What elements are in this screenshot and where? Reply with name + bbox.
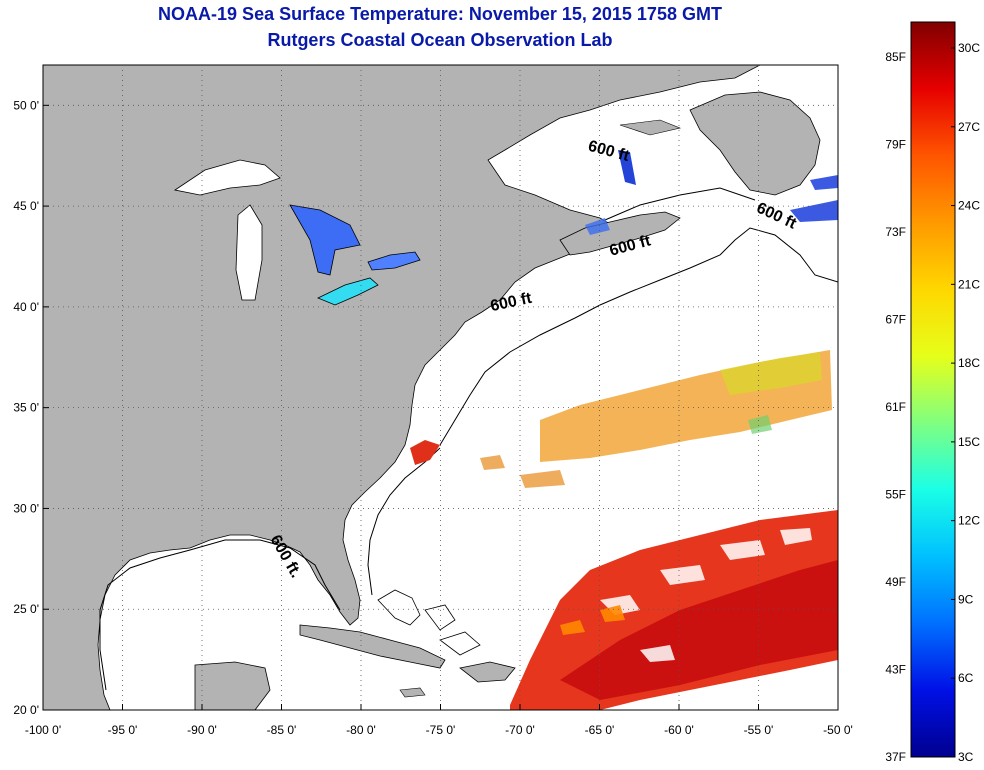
sst-cold-gulf [585,218,610,235]
land-gulf-island [619,119,681,136]
sst-mid-lower [480,455,565,488]
lon-tick-label: -65 0' [585,723,615,737]
lon-tick-label: -70 0' [505,723,535,737]
sst-gulf-stream [410,440,440,465]
map-subtitle: Rutgers Coastal Ocean Observation Lab [267,30,613,50]
sst-hot-core [560,560,838,700]
lon-tick-label: -80 0' [346,723,376,737]
sst-cloud-gaps [600,528,812,662]
colorbar-f-label: 37F [885,750,906,764]
bahamas-outline [377,589,481,656]
contour-600ft-gulf [99,539,341,691]
colorbar-c-label: 27C [958,120,980,134]
lat-tick-label: 45 0' [13,199,39,213]
lake-michigan [235,204,263,301]
lake-huron [289,204,361,276]
colorbar-f-label: 49F [885,575,906,589]
contour-600ft-east [439,227,838,446]
colorbar-f-label: 85F [885,50,906,64]
sst-mid-yellow [720,352,822,395]
colorbar-c-label: 24C [958,199,980,213]
lat-tick-label: 50 0' [13,98,39,112]
colorbar-f-label: 67F [885,313,906,327]
colorbar-c-label: 6C [958,671,974,685]
lake-erie [317,277,379,306]
land-yucatan [194,661,271,710]
lon-tick-label: -95 0' [108,723,138,737]
contour-600ft-gulf-inner [604,187,756,221]
land-newfoundland [689,91,821,196]
colorbar-labels: 85F 79F 73F 67F 61F 55F 49F 43F 37F 30C 27C 24C 21C 1… [885,41,980,764]
lon-tick-label: -85 0' [267,723,297,737]
colorbar-c-label: 3C [958,750,974,764]
lat-tick-label: 35 0' [13,401,39,415]
axis-ticks: -100 0' -95 0' -90 0' -85 0' -80 0' -75 0' -70… [13,98,852,737]
sst-cool-speck [748,415,772,434]
lon-tick-label: -100 0' [25,723,61,737]
land-hispaniola [459,661,516,683]
colorbar-c-label: 18C [958,356,980,370]
contour-600ft-southeast [367,447,441,596]
colorbar-f-label: 79F [885,138,906,152]
lake-ontario [367,251,421,271]
land-north-america [43,65,761,710]
colorbar-c-label: 21C [958,277,980,291]
lon-tick-label: -55 0' [744,723,774,737]
lon-tick-label: -90 0' [187,723,217,737]
colorbar-f-label: 61F [885,400,906,414]
lon-tick-label: -75 0' [426,723,456,737]
colorbar-c-label: 15C [958,435,980,449]
lon-tick-label: -60 0' [664,723,694,737]
colorbar-f-label: 73F [885,225,906,239]
colorbar-c-label: 12C [958,514,980,528]
land-jamaica [399,687,426,698]
colorbar-c-label: 9C [958,592,974,606]
colorbar-c-label: 30C [958,41,980,55]
colorbar-f-label: 43F [885,663,906,677]
lat-tick-label: 25 0' [13,602,39,616]
sst-orange-patches [560,605,625,635]
lon-tick-label: -50 0' [823,723,853,737]
lat-tick-label: 30 0' [13,501,39,515]
lat-tick-label: 40 0' [13,300,39,314]
sst-cold-patch [790,175,838,222]
lat-tick-label: 20 0' [13,703,39,717]
colorbar-f-label: 55F [885,488,906,502]
colorbar [910,21,956,758]
map-title: NOAA-19 Sea Surface Temperature: Novembe… [158,4,722,24]
land-cuba [299,624,446,669]
lake-blue-patch [618,150,636,185]
lake-superior [173,159,281,196]
